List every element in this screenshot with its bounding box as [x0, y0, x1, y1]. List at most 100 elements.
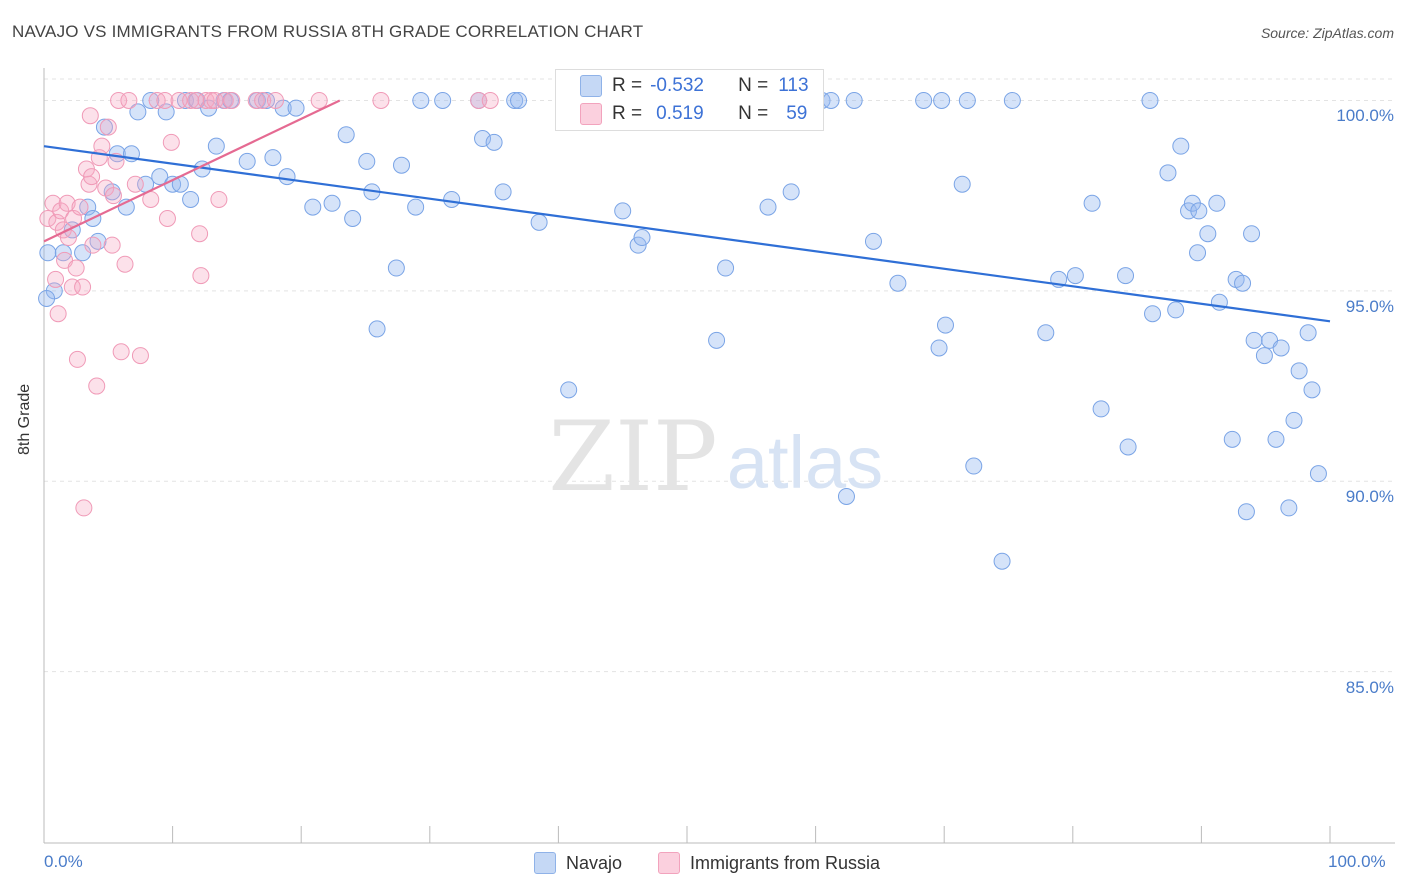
russia-points [39, 91, 499, 517]
navajo-point [993, 552, 1011, 570]
navajo-point [287, 99, 305, 117]
navajo-point [530, 213, 548, 231]
x-tick-label-min: 0.0% [44, 852, 83, 871]
legend-r-value-navajo: -0.532 [650, 75, 704, 96]
navajo-point [304, 198, 322, 216]
legend-row-navajo: R = -0.532 N = 113 [580, 74, 809, 98]
y-tick-label: 100.0% [1336, 106, 1394, 126]
navajo-point [1234, 274, 1252, 292]
russia-point [216, 91, 234, 109]
navajo-point [759, 198, 777, 216]
russia-point [470, 91, 488, 109]
russia-point [223, 91, 241, 109]
navajo-point [1167, 301, 1185, 319]
bottom-legend-navajo: Navajo [534, 852, 622, 874]
navajo-point [182, 190, 200, 208]
russia-point [81, 107, 99, 125]
navajo-point [1299, 324, 1317, 342]
russia-point [71, 198, 89, 216]
navajo-point [407, 198, 425, 216]
navajo-point [837, 487, 855, 505]
navajo-trend-line [43, 145, 1331, 323]
russia-point [39, 210, 57, 228]
russia-point [187, 91, 205, 109]
russia-legend-label: Immigrants from Russia [690, 852, 881, 873]
navajo-point [633, 229, 651, 247]
russia-point [49, 305, 67, 323]
navajo-point [822, 91, 840, 109]
navajo-point [936, 316, 954, 334]
x-tick-label-max: 100.0% [1328, 852, 1386, 871]
russia-point [126, 175, 144, 193]
russia-point [254, 91, 272, 109]
navajo-legend-label: Navajo [566, 852, 623, 873]
navajo-point [207, 137, 225, 155]
navajo-point [257, 91, 275, 109]
russia-point [266, 91, 284, 109]
russia-point [83, 168, 101, 186]
navajo-legend-swatch [534, 852, 556, 874]
russia-point [191, 225, 209, 243]
navajo-point [1290, 362, 1308, 380]
navajo-point [1092, 400, 1110, 418]
navajo-point [38, 289, 56, 307]
navajo-point [614, 202, 632, 220]
navajo-point [1223, 430, 1241, 448]
navajo-point [1285, 411, 1303, 429]
navajo-point [506, 91, 524, 109]
navajo-point [344, 210, 362, 228]
source-credit: Source: ZipAtlas.com [1260, 25, 1394, 41]
watermark-atlas: atlas [727, 421, 883, 504]
russia-point [162, 133, 180, 151]
navajo-points [38, 91, 1327, 570]
navajo-point [1208, 194, 1226, 212]
russia-swatch [580, 103, 602, 125]
navajo-point [358, 152, 376, 170]
russia-point [310, 91, 328, 109]
bottom-legend-russia: Immigrants from Russia [658, 852, 880, 874]
russia-point [192, 267, 210, 285]
legend-r-value-russia: 0.519 [656, 103, 704, 124]
russia-point [202, 91, 220, 109]
navajo-point [1172, 137, 1190, 155]
russia-point [75, 499, 93, 517]
russia-point [131, 347, 149, 365]
russia-point [84, 236, 102, 254]
navajo-point [629, 236, 647, 254]
russia-point [197, 91, 215, 109]
russia-point [170, 91, 188, 109]
russia-point [182, 91, 200, 109]
navajo-point [889, 274, 907, 292]
navajo-point [1245, 331, 1263, 349]
navajo-point [142, 91, 160, 109]
navajo-point [1243, 225, 1261, 243]
navajo-point [1037, 324, 1055, 342]
russia-point [112, 343, 130, 361]
legend-r-label: R = [612, 75, 643, 96]
navajo-point [782, 183, 800, 201]
russia-point [88, 377, 106, 395]
navajo-point [958, 91, 976, 109]
russia-point [158, 210, 176, 228]
russia-legend-swatch [658, 852, 680, 874]
russia-point [120, 91, 138, 109]
navajo-point [337, 126, 355, 144]
navajo-point [278, 168, 296, 186]
y-tick-label: 95.0% [1345, 296, 1394, 316]
navajo-swatch [580, 75, 602, 97]
russia-point [67, 259, 85, 277]
navajo-point [1280, 499, 1298, 517]
navajo-point [1141, 91, 1159, 109]
navajo-point [1303, 381, 1321, 399]
navajo-point [176, 91, 194, 109]
russia-point [93, 137, 111, 155]
navajo-point [930, 339, 948, 357]
navajo-point [387, 259, 405, 277]
navajo-point [1190, 202, 1208, 220]
navajo-point [953, 175, 971, 193]
navajo-point [1003, 91, 1021, 109]
navajo-point [1199, 225, 1217, 243]
navajo-point [510, 91, 528, 109]
russia-point [63, 278, 81, 296]
